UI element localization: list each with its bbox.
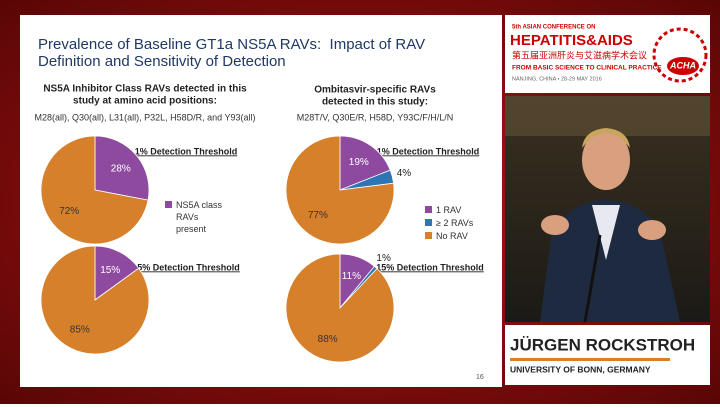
- pie-slice: [285, 253, 395, 363]
- speaker-name: JÜRGEN ROCKSTROH: [510, 335, 695, 354]
- heading: Ombitasvir-specific RAVs: [314, 85, 436, 96]
- slide-title: Prevalence of Baseline GT1a NS5A RAVs: I…: [38, 36, 425, 53]
- conference-place: NANJING, CHINA • 28-29 MAY 2016: [512, 76, 602, 82]
- pie-slice: [285, 135, 395, 245]
- speaker-hair: [582, 128, 630, 148]
- page-number: 16: [476, 374, 484, 381]
- value-label: 15%: [100, 265, 120, 276]
- legend-swatch: [425, 232, 432, 239]
- legend-swatch: [425, 219, 432, 226]
- conference-tagline: FROM BASIC SCIENCE TO CLINICAL PRACTICE: [512, 65, 662, 72]
- speaker-head: [582, 130, 630, 190]
- pie-slice: [339, 135, 391, 191]
- conference-edition: 5th ASIAN CONFERENCE ON: [512, 25, 595, 31]
- speaker-hand: [541, 215, 569, 235]
- positions: M28(all), Q30(all), L31(all), P32L, H58D…: [35, 112, 256, 122]
- conference-name: HEPATITIS&AIDS: [510, 32, 633, 49]
- legend-label: NS5A class RAVs present: [176, 200, 223, 234]
- heading: detected in this study:: [322, 97, 428, 108]
- logo-ring: [652, 27, 708, 83]
- pie-title: 1% Detection Threshold: [377, 146, 480, 156]
- microphone: [583, 234, 602, 323]
- legend-swatch: [165, 201, 172, 208]
- value-label: 28%: [111, 163, 131, 174]
- heading: NS5A Inhibitor Class RAVs detected in th…: [43, 84, 247, 95]
- positions: M28T/V, Q30E/R, H58D, Y93C/F/H/L/N: [297, 112, 454, 122]
- value-label: 19%: [349, 157, 369, 168]
- value-label: 77%: [308, 210, 328, 221]
- slide-title: Definition and Sensitivity of Detection: [38, 53, 286, 70]
- value-label: 4%: [397, 168, 412, 179]
- name-underline: [510, 358, 670, 361]
- value-label: 85%: [70, 324, 90, 335]
- conference-name-cn: 第五届亚洲肝炎与艾滋病学术会议: [512, 49, 647, 60]
- value-label: 1%: [376, 253, 391, 264]
- pie-title: 15% Detection Threshold: [376, 262, 484, 272]
- logo-badge: [667, 57, 699, 75]
- value-label: 72%: [59, 206, 79, 217]
- legend-label: ≥ 2 RAVs: [436, 218, 474, 228]
- heading: study at amino acid positions:: [73, 96, 217, 107]
- legend-label: No RAV: [436, 231, 468, 241]
- pie-slice: [94, 135, 150, 201]
- legend-label: 1 RAV: [436, 205, 462, 215]
- value-label: 11%: [342, 271, 361, 282]
- legend-swatch: [425, 206, 432, 213]
- pie-title: 15% Detection Threshold: [132, 262, 240, 272]
- pie-slice: [40, 135, 149, 245]
- speaker-hand: [638, 220, 666, 240]
- logo-text: ACHA: [669, 60, 696, 70]
- pie-title: 1% Detection Threshold: [135, 146, 238, 156]
- speaker-shirt: [592, 205, 620, 260]
- pie-slice: [40, 245, 150, 355]
- speaker-affiliation: UNIVERSITY OF BONN, GERMANY: [510, 364, 651, 374]
- pie-slice: [94, 245, 140, 301]
- name-panel: [505, 325, 710, 385]
- value-label: 88%: [318, 334, 338, 345]
